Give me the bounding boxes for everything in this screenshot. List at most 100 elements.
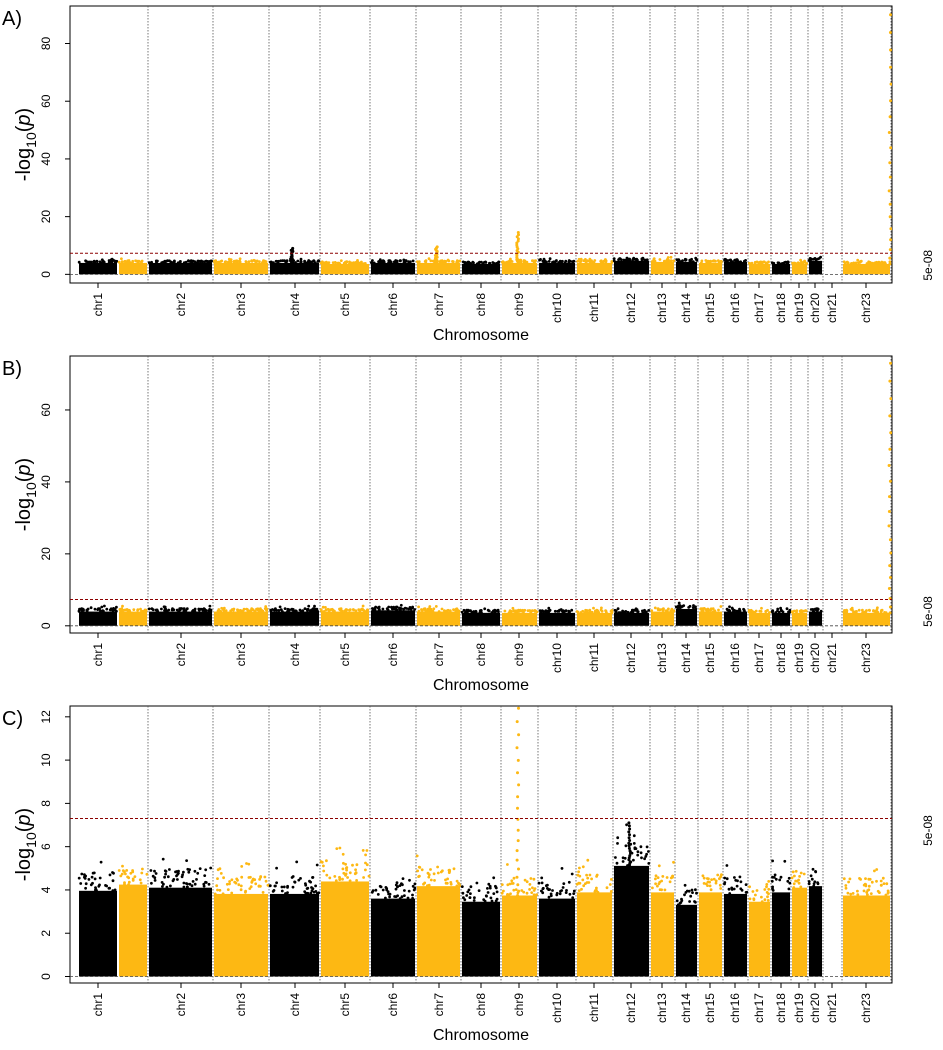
point-density-chr2 bbox=[119, 611, 147, 626]
snp-point bbox=[488, 261, 491, 265]
peak-point-chr23 bbox=[888, 605, 892, 609]
x-tick-label-chr20: chr20 bbox=[808, 293, 822, 323]
snp-point bbox=[644, 610, 647, 614]
chromosome-points-chr5 bbox=[269, 604, 320, 626]
point-density-chr7 bbox=[371, 610, 415, 626]
snp-point bbox=[519, 258, 523, 262]
y-tick-label: 60 bbox=[39, 94, 53, 108]
snp-point bbox=[177, 869, 180, 873]
snp-point bbox=[189, 260, 193, 264]
snp-point bbox=[500, 260, 504, 264]
snp-point bbox=[544, 610, 548, 614]
snp-point bbox=[490, 899, 494, 903]
peak-point-chr23 bbox=[888, 175, 892, 179]
snp-point bbox=[747, 609, 751, 612]
snp-point bbox=[706, 884, 709, 887]
x-tick-label-chr15: chr15 bbox=[703, 643, 717, 673]
snp-point bbox=[463, 898, 467, 902]
snp-point bbox=[561, 610, 564, 613]
snp-point bbox=[195, 878, 198, 881]
snp-point bbox=[229, 258, 233, 261]
point-density-chr7 bbox=[371, 898, 415, 977]
snp-point bbox=[723, 876, 727, 880]
snp-point bbox=[645, 845, 649, 849]
snp-point bbox=[163, 875, 167, 879]
snp-point bbox=[497, 610, 500, 614]
snp-point bbox=[464, 261, 468, 265]
snp-point bbox=[666, 257, 669, 261]
snp-point bbox=[771, 611, 774, 614]
snp-point bbox=[742, 608, 746, 612]
snp-point bbox=[127, 883, 130, 886]
peak-point-chr23 bbox=[888, 447, 892, 451]
snp-point bbox=[547, 895, 551, 899]
chromosome-points-chr7 bbox=[370, 877, 417, 977]
snp-point bbox=[371, 259, 374, 262]
snp-point bbox=[338, 846, 342, 850]
snp-point bbox=[702, 882, 706, 885]
snp-point bbox=[754, 893, 757, 897]
snp-point bbox=[728, 605, 731, 609]
snp-point bbox=[197, 259, 201, 263]
snp-point bbox=[522, 259, 526, 263]
snp-point bbox=[388, 259, 391, 262]
snp-point bbox=[164, 872, 168, 876]
snp-point bbox=[709, 259, 712, 263]
threshold-label: 5e-08 bbox=[921, 815, 935, 846]
snp-point bbox=[417, 605, 420, 609]
snp-point bbox=[714, 881, 718, 885]
snp-point bbox=[299, 877, 302, 880]
snp-point bbox=[643, 857, 646, 861]
snp-point bbox=[236, 878, 239, 882]
manhattan-plot-b: 5e-08 0 20 40 60 -log10(p) chr1 chr2 chr3 chr4 chr… bbox=[13, 355, 935, 694]
snp-point bbox=[181, 873, 185, 877]
snp-point bbox=[331, 608, 335, 612]
snp-point bbox=[352, 262, 355, 266]
chromosome-points-chr15 bbox=[675, 256, 699, 275]
x-tick-label-chr19: chr19 bbox=[792, 993, 806, 1023]
snp-point bbox=[126, 261, 130, 265]
snp-point bbox=[123, 882, 126, 886]
point-density-chr16 bbox=[699, 262, 722, 275]
snp-point bbox=[225, 882, 229, 886]
snp-point bbox=[654, 877, 657, 881]
snp-point bbox=[303, 607, 307, 611]
snp-point bbox=[113, 261, 117, 264]
snp-point bbox=[548, 257, 552, 261]
snp-point bbox=[706, 259, 710, 263]
snp-point bbox=[448, 609, 452, 613]
snp-point bbox=[384, 896, 387, 900]
snp-point bbox=[760, 895, 763, 899]
snp-point bbox=[94, 888, 98, 891]
chromosome-points-chr4 bbox=[214, 605, 269, 626]
snp-point bbox=[667, 260, 670, 264]
snp-point bbox=[475, 881, 479, 885]
peak-point-chr23 bbox=[887, 464, 891, 467]
snp-point bbox=[561, 886, 565, 889]
peak-point-chr23 bbox=[888, 564, 892, 568]
snp-point bbox=[127, 880, 131, 884]
snp-point bbox=[344, 872, 348, 876]
snp-point bbox=[856, 258, 860, 262]
peak-point-chr10 bbox=[516, 894, 520, 897]
x-tick-label-chr23: chr23 bbox=[859, 993, 873, 1023]
snp-point bbox=[743, 259, 746, 263]
snp-point bbox=[381, 259, 385, 263]
peak-point-chr10 bbox=[517, 733, 521, 737]
y-axis-label: -log10(p) bbox=[13, 458, 39, 531]
snp-point bbox=[669, 255, 673, 259]
x-axis-label: Chromosome bbox=[433, 677, 529, 694]
snp-point bbox=[295, 860, 299, 864]
snp-point bbox=[491, 261, 495, 264]
snp-point bbox=[540, 881, 544, 885]
peak-point-chr23 bbox=[888, 262, 892, 266]
snp-point bbox=[371, 889, 375, 893]
snp-point bbox=[735, 609, 738, 613]
snp-point bbox=[172, 608, 176, 612]
snp-point bbox=[309, 880, 312, 884]
snp-point bbox=[884, 893, 888, 897]
snp-point bbox=[812, 610, 816, 613]
snp-point bbox=[223, 260, 227, 264]
snp-point bbox=[420, 609, 424, 612]
snp-point bbox=[185, 885, 189, 889]
